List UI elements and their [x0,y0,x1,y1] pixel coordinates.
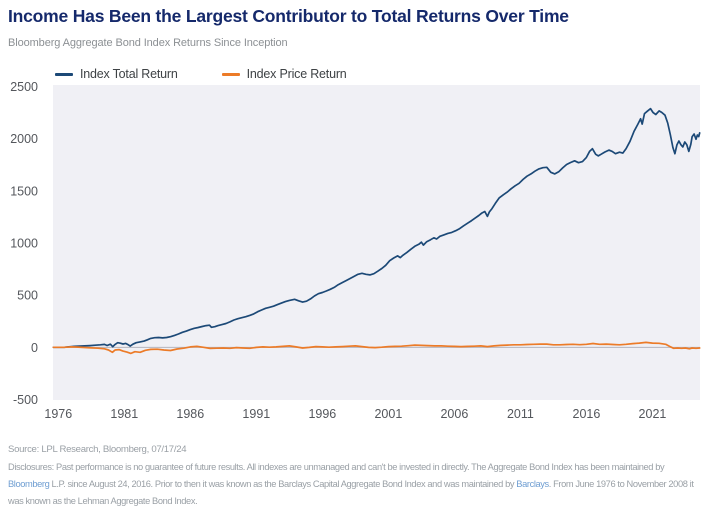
plot-area [53,85,700,400]
y-axis-tick-label: 1000 [10,237,38,251]
y-axis-tick-label: 1500 [10,184,38,198]
source-note: Source: LPL Research, Bloomberg, 07/17/2… [8,444,187,455]
x-axis-tick-label: 1991 [242,407,270,421]
y-axis-tick-label: 500 [17,289,38,303]
index-price-return-line [52,341,701,355]
bloomberg-link[interactable]: Bloomberg [8,479,50,489]
legend-item-price-return: Index Price Return [221,67,347,81]
legend-item-total-return: Index Total Return [55,67,178,81]
price-return-line-swatch [221,72,240,76]
y-axis-tick-label: -500 [13,393,38,407]
disclosure-text: Disclosures: Past performance is no guar… [8,459,707,510]
x-axis-tick-label: 2021 [639,407,667,421]
line-chart-canvas: 2500 2000 1500 1000 500 0 -500 1976 1981 1986 1991… [10,80,701,421]
y-axis-tick-label: 0 [31,341,38,355]
legend-label-price-return: Index Price Return [246,67,347,81]
x-axis-tick-label: 2016 [573,407,601,421]
legend-label-total-return: Index Total Return [80,67,178,81]
total-return-line-swatch [55,72,73,76]
x-axis-tick-label: 2011 [507,407,534,421]
x-axis-tick-label: 2001 [374,407,402,421]
x-axis-tick-label: 1986 [176,407,204,421]
y-axis-tick-label: 2000 [10,132,38,146]
x-axis-tick-label: 2006 [440,407,468,421]
disclosure-seg1: Disclosures: Past performance is no guar… [8,462,665,472]
y-axis-tick-label: 2500 [10,80,38,94]
page-title: Income Has Been the Largest Contributor … [8,6,569,26]
x-axis-tick-label: 1976 [44,407,72,421]
x-axis-tick-label: 1981 [110,407,138,421]
disclosure-seg2: L.P. since August 24, 2016. Prior to the… [49,479,517,489]
legend: Index Total Return Index Price Return [55,67,391,81]
barclays-link[interactable]: Barclays [516,479,549,489]
disclosure-seg3: . From June 1976 to November 2008 it was… [8,479,694,506]
index-total-return-line [52,107,701,349]
chart-subtitle: Bloomberg Aggregate Bond Index Returns S… [8,37,288,49]
x-axis-tick-label: 1996 [308,407,336,421]
